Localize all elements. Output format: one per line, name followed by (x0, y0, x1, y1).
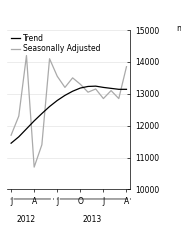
Text: 2013: 2013 (82, 215, 102, 224)
Legend: Trend, Seasonally Adjusted: Trend, Seasonally Adjusted (11, 34, 101, 53)
Y-axis label: no.: no. (176, 24, 181, 33)
Text: 2012: 2012 (17, 215, 36, 224)
